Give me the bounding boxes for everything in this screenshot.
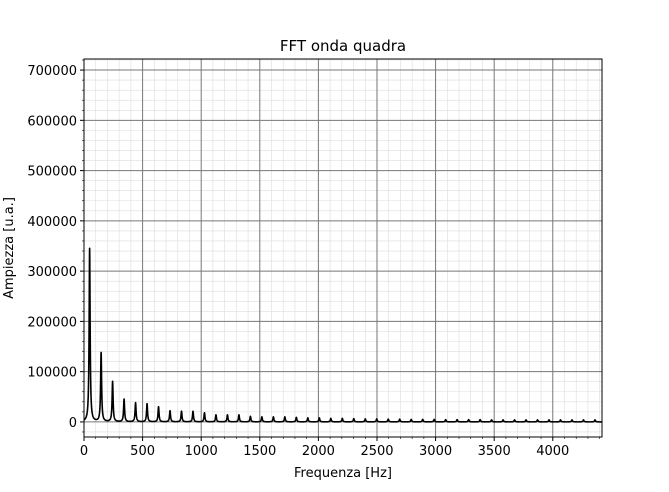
chart-title: FFT onda quadra: [280, 37, 406, 55]
major-grid: [83, 59, 602, 437]
y-tick-label: 300000: [27, 265, 77, 280]
y-tick-label: 100000: [27, 366, 77, 381]
y-axis-label: Ampiezza [u.a.]: [2, 197, 17, 299]
x-tick-label: 2500: [360, 444, 393, 459]
y-tick-label: 200000: [27, 315, 77, 330]
x-axis-ticks: 0 500 1000 1500 2000 2500 3000 3500 4000: [80, 437, 600, 459]
x-tick-label: 1000: [185, 444, 218, 459]
x-tick-label: 2000: [302, 444, 335, 459]
fft-spectrum-line: [83, 247, 603, 423]
y-tick-label: 0: [69, 416, 77, 431]
x-tick-label: 4000: [536, 444, 569, 459]
x-tick-label: 3000: [419, 444, 452, 459]
x-tick-label: 3500: [478, 444, 511, 459]
y-tick-label: 400000: [27, 215, 77, 230]
y-axis-ticks: 0 100000 200000 300000 400000 500000 600000 700…: [27, 59, 84, 433]
x-tick-label: 0: [80, 444, 88, 459]
plot-frame: [83, 58, 603, 438]
minor-grid: [84, 59, 602, 437]
x-tick-label: 1500: [243, 444, 276, 459]
series-group: [83, 247, 603, 423]
y-tick-label: 600000: [27, 114, 77, 129]
y-tick-label: 700000: [27, 64, 77, 79]
x-axis-label: Frequenza [Hz]: [294, 466, 392, 481]
x-tick-label: 500: [130, 444, 155, 459]
y-tick-label: 500000: [27, 165, 77, 180]
